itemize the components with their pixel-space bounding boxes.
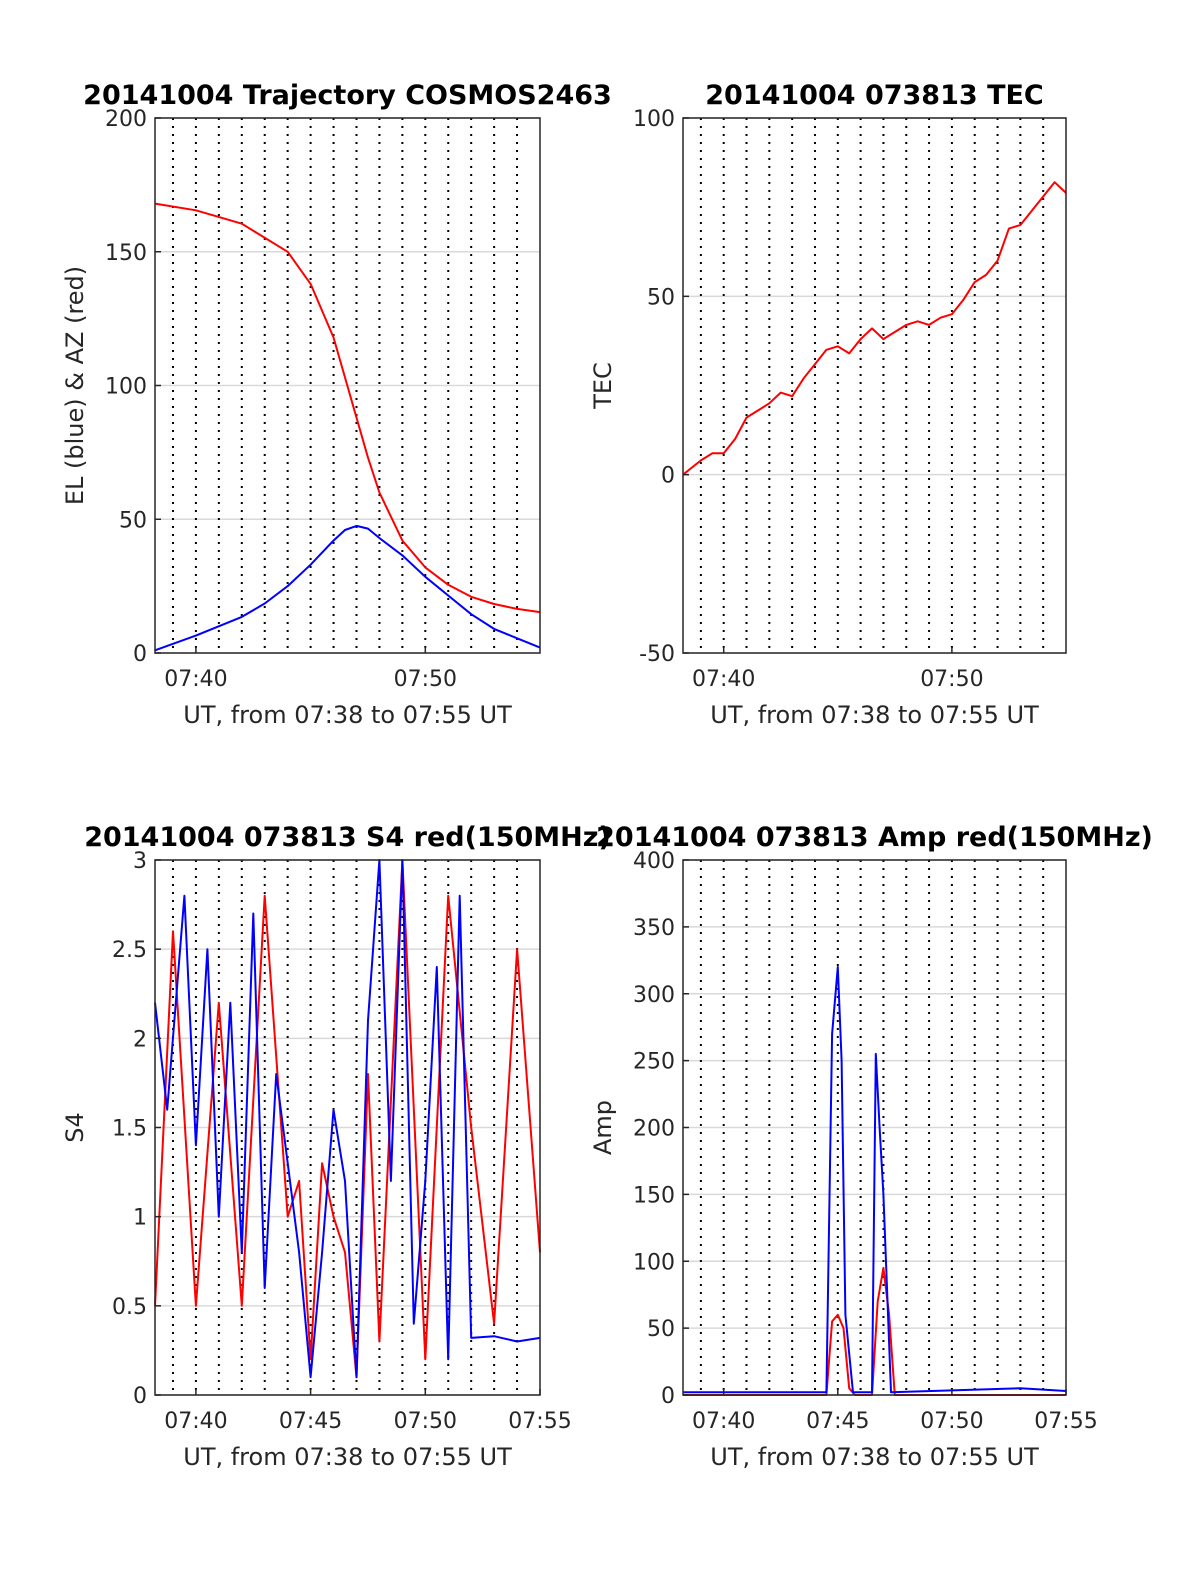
series-line-1 <box>683 966 1067 1394</box>
y-tick-label: 350 <box>633 916 675 941</box>
x-tick-label: 07:55 <box>508 1409 571 1434</box>
chart-title: 20141004 Trajectory COSMOS2463 <box>83 80 612 111</box>
y-tick-label: -50 <box>639 642 675 667</box>
y-axis-label: TEC <box>589 362 617 410</box>
y-tick-label: 2.5 <box>112 938 147 963</box>
x-axis-label: UT, from 07:38 to 07:55 UT <box>183 701 512 729</box>
x-tick-label: 07:50 <box>394 667 457 692</box>
s4-panel: 0 0.5 1 1.5 2 2.5 3 07:40 07:45 07:50 07:55 2014100… <box>61 822 611 1471</box>
chart-title: 20141004 073813 TEC <box>705 80 1044 111</box>
x-tick-label: 07:55 <box>1034 1409 1097 1434</box>
series-line-0 <box>154 202 541 614</box>
chart-title: 20141004 073813 Amp red(150MHz) <box>596 822 1153 853</box>
y-tick-label: 50 <box>647 1317 675 1342</box>
y-tick-label: 100 <box>105 375 147 400</box>
y-tick-label: 50 <box>647 285 675 310</box>
tec-panel: -50 0 50 100 07:40 07:50 20141004 073813 TEC UT… <box>589 80 1067 729</box>
y-tick-label: 400 <box>633 849 675 874</box>
x-tick-label: 07:50 <box>394 1409 457 1434</box>
y-axis-label: EL (blue) & AZ (red) <box>61 266 89 505</box>
x-tick-label: 07:40 <box>164 667 227 692</box>
x-tick-label: 07:45 <box>279 1409 342 1434</box>
series-line-0 <box>682 181 1067 476</box>
y-tick-label: 150 <box>633 1183 675 1208</box>
y-tick-label: 1 <box>133 1206 147 1231</box>
axes-box <box>682 117 1067 654</box>
x-tick-label: 07:50 <box>920 1409 983 1434</box>
y-tick-label: 100 <box>633 107 675 132</box>
y-tick-label: 250 <box>633 1050 675 1075</box>
series-line-1 <box>154 524 541 652</box>
y-tick-label: 2 <box>133 1027 147 1052</box>
trajectory-panel: 0 50 100 150 200 07:40 07:50 20141004 Trajector… <box>61 80 612 729</box>
y-tick-label: 0 <box>661 464 675 489</box>
y-tick-label: 100 <box>633 1250 675 1275</box>
series-line-1 <box>154 859 541 1379</box>
y-tick-label: 0 <box>661 1384 675 1409</box>
y-tick-label: 0.5 <box>112 1295 147 1320</box>
y-tick-label: 1.5 <box>112 1117 147 1142</box>
y-axis-label: S4 <box>61 1112 89 1143</box>
y-tick-label: 0 <box>133 642 147 667</box>
x-tick-label: 07:45 <box>806 1409 869 1434</box>
x-tick-label: 07:40 <box>692 1409 755 1434</box>
y-tick-label: 3 <box>133 849 147 874</box>
series-line-0 <box>683 1266 1066 1396</box>
x-axis-label: UT, from 07:38 to 07:55 UT <box>710 1443 1039 1471</box>
x-tick-label: 07:40 <box>692 667 755 692</box>
x-tick-label: 07:40 <box>164 1409 227 1434</box>
series-line-0 <box>154 859 541 1379</box>
y-tick-label: 0 <box>133 1384 147 1409</box>
x-axis-label: UT, from 07:38 to 07:55 UT <box>183 1443 512 1471</box>
y-tick-label: 150 <box>105 241 147 266</box>
amp-panel: 0 50 100 150 200 250 300 350 400 07:40 07:45 07:50 0… <box>589 822 1153 1471</box>
y-tick-label: 300 <box>633 983 675 1008</box>
y-tick-label: 200 <box>105 107 147 132</box>
chart-title: 20141004 073813 S4 red(150MHz) <box>84 822 611 853</box>
y-axis-label: Amp <box>589 1100 617 1155</box>
x-tick-label: 07:50 <box>920 667 983 692</box>
y-tick-label: 200 <box>633 1117 675 1142</box>
y-tick-label: 50 <box>119 508 147 533</box>
x-axis-label: UT, from 07:38 to 07:55 UT <box>710 701 1039 729</box>
